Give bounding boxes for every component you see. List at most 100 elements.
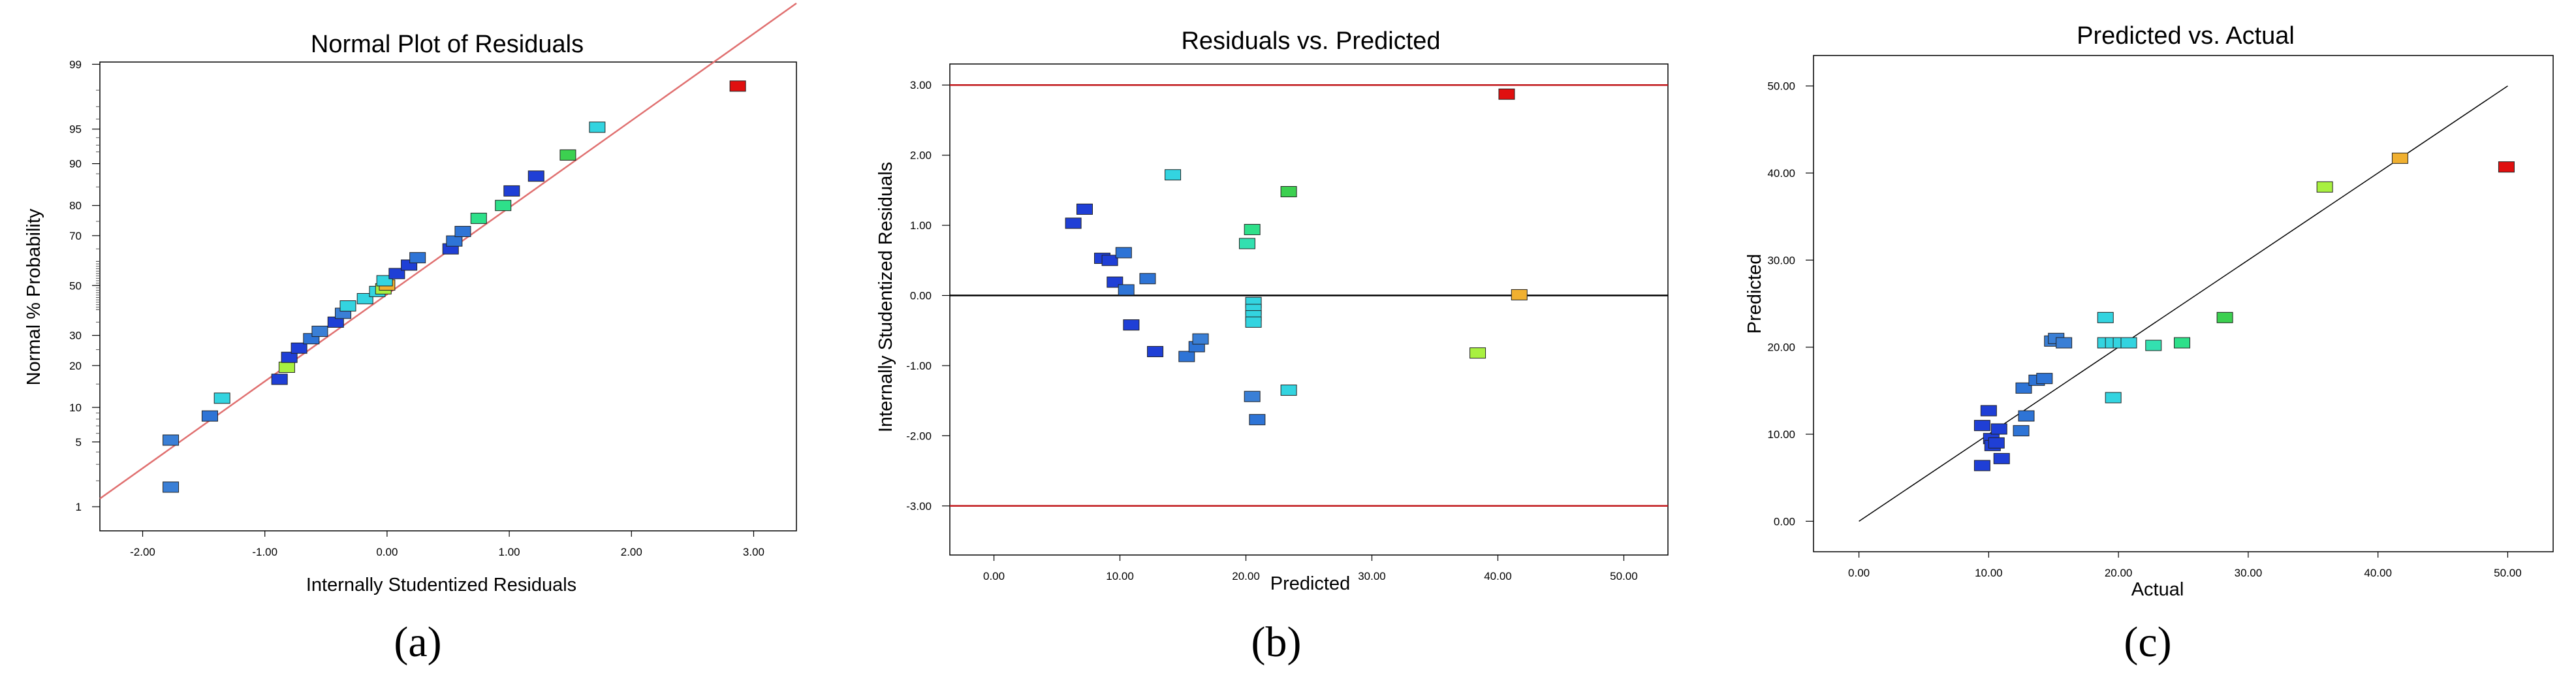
data-point [2391,152,2408,164]
y-tick-label: 20 [69,360,82,372]
data-point [1178,351,1195,362]
data-point [163,434,180,446]
data-point [1139,273,1156,285]
x-tick-label: 10.00 [1975,567,2003,579]
data-point [1192,333,1209,345]
data-point [271,373,288,385]
x-tick-label: 1.00 [499,546,520,558]
plot-frame [1813,55,2554,552]
data-point [2015,382,2032,394]
chart-title: Predicted vs. Actual [2077,22,2295,50]
y-tick-label: -1.00 [906,360,932,372]
data-point [388,268,405,279]
data-point [376,275,393,287]
data-point [1238,238,1255,249]
x-tick-label: 0.00 [983,570,1005,582]
y-axis-label: Internally Studentized Residuals [875,162,896,432]
data-point [1993,452,2010,464]
data-point [2316,181,2333,193]
x-axis-label: Actual [2131,579,2184,600]
data-point [1244,224,1261,236]
axis-ticks: -2.00 -1.00 0.00 1.00 2.00 3.00 1 5 10 20 30 50 70 80… [69,58,764,558]
x-tick-label: 30.00 [2235,567,2263,579]
data-point [2105,392,2122,404]
x-tick-label: 3.00 [743,546,764,558]
axis-ticks: 0.00 10.00 20.00 30.00 40.00 50.00 -3.00 -2.00 -… [906,79,1637,582]
data-point [1973,420,1990,432]
y-tick-label: -3.00 [906,500,932,513]
y-tick-label: 40.00 [1767,167,1795,180]
y-axis-label: Normal % Probability [24,208,44,385]
data-point [1988,437,2005,449]
data-point [2145,340,2162,351]
data-point [1165,169,1182,181]
y-axis-label: Predicted [1744,254,1765,334]
x-tick-label: 0.00 [1848,567,1870,579]
data-point [2056,337,2073,349]
y-tick-label: 20.00 [1767,341,1795,354]
panel-residuals-vs-predicted: Residuals vs. Predicted 0.00 10.00 20.00 30… [875,27,1669,666]
panel-label: (c) [2124,618,2171,666]
plot-frame [99,61,797,531]
data-point [495,200,512,212]
chart-title: Residuals vs. Predicted [1181,27,1440,55]
data-point [1101,255,1118,266]
data-point [1244,390,1261,402]
data-point [213,392,230,404]
y-tick-label: 2.00 [910,150,932,162]
data-point [1511,289,1528,300]
data-point [1065,217,1082,229]
y-tick-label: 80 [69,200,82,212]
reference-line [1859,86,2508,522]
y-tick-label: 1 [76,501,82,513]
data-point [589,121,606,133]
data-point [291,342,307,354]
data-point [2036,373,2053,385]
data-point [503,185,520,197]
x-tick-label: 0.00 [376,546,398,558]
x-axis-label: Predicted [1270,573,1351,594]
data-point [356,293,373,304]
panel-normal-plot-of-residuals: Normal Plot of Residuals -2.00 -1.00 0.00 1… [24,3,797,666]
data-point [1118,284,1135,296]
y-tick-label: 30 [69,330,82,342]
panel-label: (b) [1251,618,1302,666]
y-tick-label: 50.00 [1767,80,1795,93]
y-tick-label: 90 [69,158,82,170]
axis-ticks: 0.00 10.00 20.00 30.00 40.00 50.00 0.00 10.00 20… [1767,80,2521,579]
data-point [559,149,576,161]
data-point [1245,316,1262,328]
data-point [311,325,328,337]
data-point [1076,203,1093,215]
chart-title: Normal Plot of Residuals [311,31,584,58]
x-tick-label: 40.00 [1484,570,1512,582]
y-tick-label: 99 [69,58,82,71]
data-point [2174,337,2191,349]
y-tick-label: 10.00 [1767,428,1795,441]
y-tick-label: 50 [69,279,82,292]
data-point [446,235,463,247]
data-point [470,212,487,224]
data-point [163,481,180,493]
data-point [1280,186,1297,198]
y-tick-label: 10 [69,402,82,414]
data-point [339,300,356,312]
data-point [1147,345,1164,357]
data-point [278,361,295,373]
y-tick-label: -2.00 [906,430,932,442]
y-tick-label: 70 [69,230,82,242]
panel-predicted-vs-actual: Predicted vs. Actual 0.00 10.00 20.00 30.00… [1744,22,2554,666]
data-point [2018,410,2035,422]
x-tick-label: 40.00 [2364,567,2392,579]
data-marks [950,84,1668,507]
x-tick-label: 2.00 [621,546,642,558]
y-tick-label: 30.00 [1767,254,1795,266]
x-tick-label: 30.00 [1358,570,1386,582]
y-tick-label: 0.00 [910,290,932,302]
data-point [1123,319,1140,331]
data-point [1498,88,1515,100]
x-tick-label: 50.00 [2494,567,2522,579]
data-marks [1859,86,2515,522]
data-point [1973,460,1990,471]
